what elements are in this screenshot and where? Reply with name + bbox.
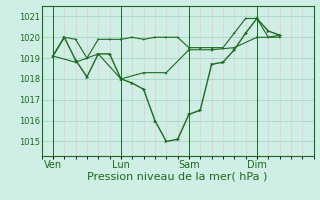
X-axis label: Pression niveau de la mer( hPa ): Pression niveau de la mer( hPa ) xyxy=(87,172,268,182)
